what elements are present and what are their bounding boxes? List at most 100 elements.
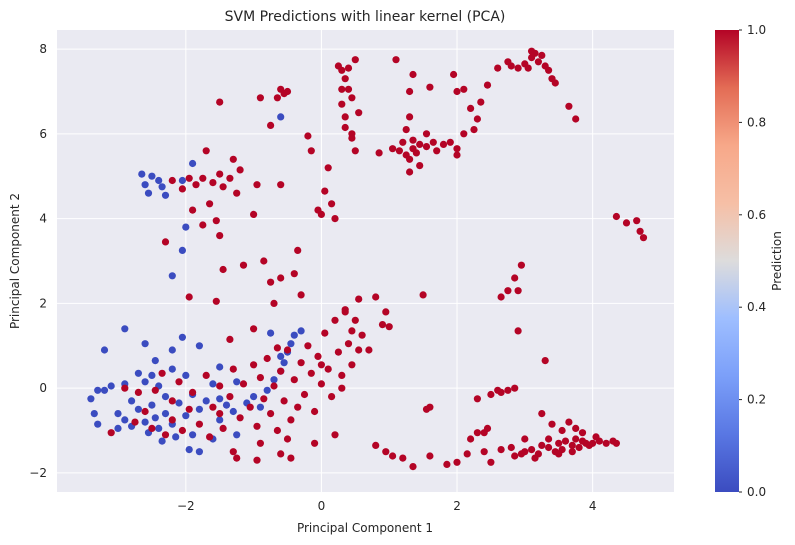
point-prediction-1 [514, 287, 522, 295]
point-prediction-1 [514, 64, 522, 72]
colorbar-tick-label: 0.4 [747, 300, 766, 314]
point-prediction-1 [331, 215, 339, 223]
point-prediction-0 [172, 433, 180, 441]
point-prediction-0 [195, 405, 203, 413]
point-prediction-0 [100, 386, 109, 394]
point-prediction-1 [531, 454, 539, 462]
point-prediction-1 [185, 405, 193, 413]
point-prediction-1 [226, 335, 234, 343]
y-tick-label: 6 [39, 127, 47, 141]
point-prediction-1 [389, 452, 397, 460]
point-prediction-1 [290, 270, 298, 278]
point-prediction-1 [409, 136, 417, 144]
point-prediction-1 [250, 210, 258, 218]
point-prediction-0 [168, 346, 176, 354]
point-prediction-0 [287, 340, 295, 348]
point-prediction-1 [592, 433, 600, 441]
x-axis-title: Principal Component 1 [297, 521, 433, 535]
point-prediction-1 [260, 395, 268, 403]
point-prediction-1 [178, 185, 186, 193]
point-prediction-1 [185, 174, 193, 182]
point-prediction-0 [178, 176, 186, 185]
point-prediction-1 [406, 113, 414, 121]
point-prediction-0 [134, 369, 142, 377]
point-prediction-1 [233, 189, 241, 197]
point-prediction-1 [392, 56, 400, 64]
x-tick-label: −2 [177, 499, 195, 513]
point-prediction-0 [277, 352, 285, 360]
point-prediction-1 [307, 147, 315, 155]
point-prediction-1 [541, 357, 549, 365]
point-prediction-1 [426, 83, 434, 91]
point-prediction-1 [622, 219, 631, 227]
point-prediction-0 [216, 395, 224, 403]
point-prediction-1 [321, 329, 329, 337]
point-prediction-0 [195, 448, 203, 456]
point-prediction-1 [338, 66, 346, 74]
point-prediction-1 [517, 261, 526, 269]
point-prediction-1 [192, 181, 200, 189]
point-prediction-1 [226, 393, 234, 401]
point-prediction-0 [233, 378, 241, 386]
point-prediction-1 [283, 87, 292, 96]
point-prediction-1 [538, 410, 546, 418]
point-prediction-1 [229, 365, 237, 373]
point-prediction-0 [134, 405, 142, 413]
point-prediction-0 [141, 340, 149, 348]
point-prediction-1 [338, 371, 346, 379]
point-prediction-1 [555, 450, 563, 458]
point-prediction-1 [294, 246, 302, 254]
point-prediction-1 [277, 181, 285, 189]
point-prediction-1 [270, 299, 278, 307]
point-prediction-1 [107, 429, 115, 437]
point-prediction-0 [121, 416, 129, 424]
point-prediction-1 [565, 418, 573, 426]
point-prediction-0 [161, 393, 170, 401]
point-prediction-1 [521, 435, 529, 443]
point-prediction-1 [341, 123, 349, 132]
point-prediction-1 [216, 98, 224, 106]
point-prediction-1 [185, 293, 193, 301]
point-prediction-1 [216, 170, 224, 178]
point-prediction-1 [168, 176, 176, 185]
point-prediction-1 [422, 143, 431, 151]
point-prediction-1 [453, 458, 461, 466]
point-prediction-1 [338, 85, 346, 93]
plot-background [57, 30, 674, 492]
point-prediction-1 [260, 257, 268, 265]
point-prediction-1 [416, 140, 424, 148]
point-prediction-1 [416, 162, 424, 170]
point-prediction-1 [443, 460, 451, 468]
point-prediction-0 [256, 403, 264, 411]
point-prediction-1 [572, 435, 580, 443]
point-prediction-0 [114, 424, 122, 432]
point-prediction-1 [283, 346, 292, 354]
point-prediction-1 [189, 206, 197, 214]
point-prediction-1 [290, 376, 298, 384]
point-prediction-0 [94, 420, 102, 428]
point-prediction-1 [528, 446, 536, 454]
point-prediction-1 [348, 361, 356, 369]
point-prediction-1 [470, 126, 478, 134]
point-prediction-1 [477, 98, 485, 106]
point-prediction-1 [575, 443, 583, 452]
point-prediction-0 [151, 414, 159, 422]
point-prediction-1 [236, 166, 244, 174]
point-prediction-1 [504, 386, 512, 394]
point-prediction-1 [467, 435, 475, 443]
point-prediction-1 [239, 261, 248, 269]
point-prediction-0 [202, 397, 210, 405]
point-prediction-1 [304, 342, 312, 350]
point-prediction-1 [209, 403, 217, 411]
point-prediction-1 [161, 431, 170, 439]
point-prediction-1 [585, 441, 593, 449]
point-prediction-0 [263, 386, 271, 394]
point-prediction-1 [273, 344, 281, 352]
point-prediction-1 [263, 354, 271, 363]
x-tick-label: 2 [453, 499, 461, 513]
chart-title: SVM Predictions with linear kernel (PCA) [225, 9, 506, 25]
point-prediction-1 [422, 405, 431, 413]
point-prediction-1 [602, 439, 610, 447]
point-prediction-1 [453, 145, 461, 153]
point-prediction-1 [331, 316, 339, 324]
